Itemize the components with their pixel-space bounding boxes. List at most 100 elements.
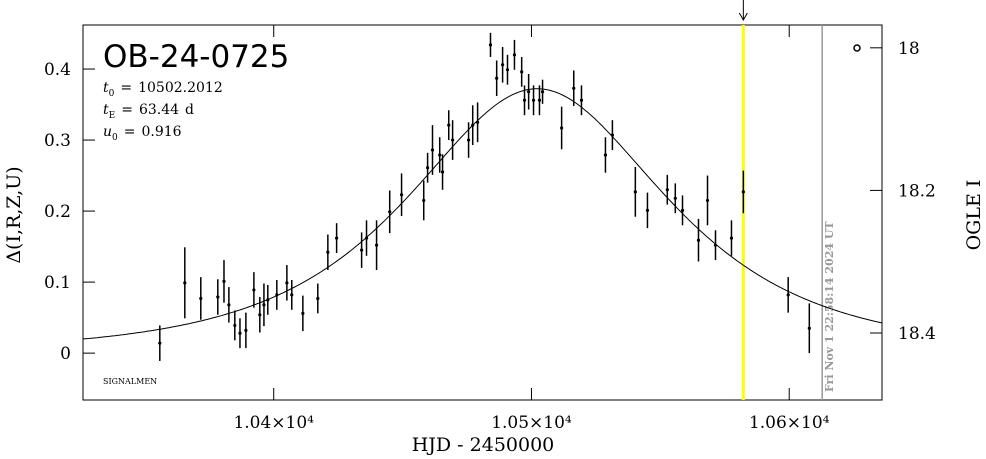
data-point xyxy=(447,123,451,127)
data-point xyxy=(579,98,584,102)
param-sep: = xyxy=(120,80,132,96)
param-subscript: 0 xyxy=(112,133,118,143)
data-point xyxy=(560,126,564,130)
data-point xyxy=(476,120,480,124)
data-point xyxy=(290,293,294,297)
data-point xyxy=(488,43,493,47)
data-point xyxy=(275,293,279,297)
data-point xyxy=(466,138,471,142)
param-subscript: E xyxy=(109,111,116,121)
data-point xyxy=(713,243,718,247)
x-tick-label: 1.06×10⁴ xyxy=(749,413,830,433)
data-point xyxy=(610,133,615,137)
data-point xyxy=(183,281,187,285)
data-point xyxy=(227,303,231,307)
y-tick-label: 0.1 xyxy=(44,273,71,293)
data-point xyxy=(199,296,203,301)
data-point xyxy=(216,295,220,299)
data-point xyxy=(522,98,527,102)
param-subscript: 0 xyxy=(109,89,115,99)
model-curve xyxy=(82,88,883,340)
param-symbol: t xyxy=(103,102,109,118)
data-point xyxy=(316,296,320,301)
y-axis-label: Δ(I,R,Z,U) xyxy=(3,166,25,263)
data-point xyxy=(531,98,536,102)
data-point xyxy=(471,123,475,127)
model-parameter: t0 = 10502.2012 xyxy=(103,80,223,99)
data-point xyxy=(422,198,426,203)
data-point xyxy=(244,328,248,332)
y2-axis-label: OGLE I xyxy=(963,180,985,251)
data-point xyxy=(388,210,392,214)
data-point xyxy=(266,298,270,302)
data-point xyxy=(729,236,734,240)
data-point xyxy=(603,153,608,157)
data-point xyxy=(572,86,576,90)
x-tick-label: 1.05×10⁴ xyxy=(491,413,572,433)
data-point xyxy=(335,236,339,240)
data-point xyxy=(645,208,650,212)
x-axis-label: HJD - 2450000 xyxy=(412,434,555,456)
y-tick-label: 0.2 xyxy=(44,202,71,222)
data-point xyxy=(438,153,442,157)
data-point xyxy=(501,63,505,67)
data-point xyxy=(786,293,790,297)
data-point xyxy=(537,98,542,102)
data-point xyxy=(540,90,545,94)
footnote: SIGNALMEN xyxy=(103,377,157,386)
model-parameter: tE = 63.44 d xyxy=(103,102,194,121)
data-point xyxy=(262,303,266,307)
data-point xyxy=(680,208,685,212)
param-symbol: u xyxy=(103,124,112,140)
y-tick-label: 0.3 xyxy=(44,131,71,151)
param-unit: d xyxy=(185,102,194,118)
data-point xyxy=(505,68,510,72)
plot-frame xyxy=(82,24,883,401)
data-point xyxy=(426,166,430,170)
data-point xyxy=(512,53,517,57)
data-point xyxy=(527,90,531,94)
x-tick-label: 1.04×10⁴ xyxy=(233,413,314,433)
data-point xyxy=(399,193,404,197)
param-sep: = xyxy=(124,124,136,140)
timestamp: Fri Nov 1 22:58:14 2024 UT xyxy=(823,221,836,392)
data-point xyxy=(326,250,330,254)
data-point xyxy=(301,311,305,315)
data-point xyxy=(158,341,162,345)
data-point xyxy=(360,248,364,252)
param-value: 10502.2012 xyxy=(138,80,223,96)
data-point xyxy=(495,76,499,80)
param-value: 63.44 xyxy=(139,102,179,118)
data-point xyxy=(705,198,710,203)
data-point xyxy=(233,323,237,328)
chart-title: OB-24-0725 xyxy=(103,39,289,75)
data-point xyxy=(238,331,242,335)
data-point xyxy=(364,236,369,240)
y2-tick-label: 18.4 xyxy=(898,324,936,344)
y-tick-label: 0.4 xyxy=(44,60,71,80)
data-point xyxy=(222,279,226,283)
y-tick-label: 0 xyxy=(60,344,71,364)
data-point xyxy=(374,243,379,247)
data-point xyxy=(430,148,435,152)
data-point xyxy=(807,326,811,330)
data-point xyxy=(665,188,669,192)
data-point xyxy=(258,313,262,317)
data-point xyxy=(741,190,745,194)
data-point xyxy=(451,138,455,142)
data-point xyxy=(440,170,445,174)
data-point xyxy=(633,190,637,194)
data-point xyxy=(520,70,524,74)
data-point xyxy=(285,281,289,285)
model-parameter: u0 = 0.916 xyxy=(103,124,182,143)
y2-tick-label: 18 xyxy=(898,39,920,59)
data-point xyxy=(696,238,701,242)
param-value: 0.916 xyxy=(142,124,182,140)
arrow-head xyxy=(738,12,748,22)
symbol-icon xyxy=(853,44,861,52)
data-point xyxy=(673,196,677,200)
param-symbol: t xyxy=(103,80,109,96)
y2-tick-label: 18.2 xyxy=(898,181,936,201)
